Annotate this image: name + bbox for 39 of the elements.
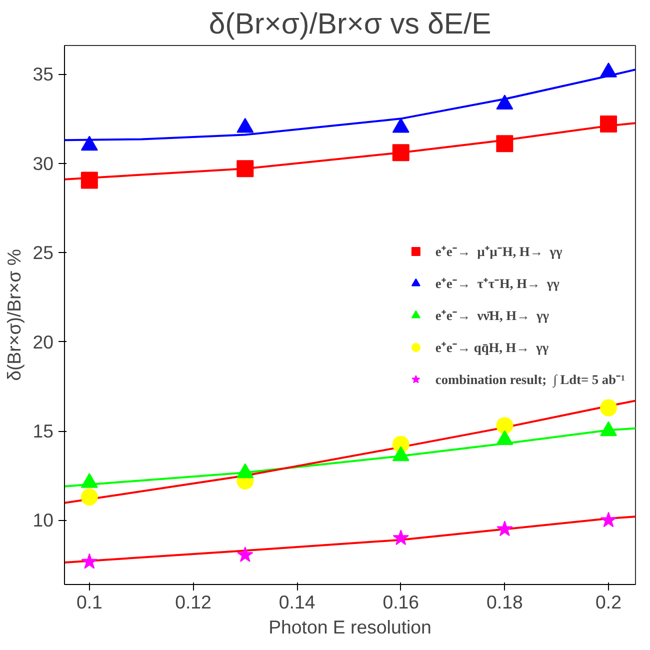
legend-label: e⁺e⁻→ νν̄H, H→ γγ: [435, 306, 550, 324]
point: [600, 62, 618, 78]
point: [392, 118, 410, 133]
point: [80, 488, 98, 506]
x-tick-label: 0.12: [175, 592, 212, 612]
point: [496, 94, 514, 110]
x-axis-title: Photon E resolution: [268, 616, 432, 638]
chart-title: δ(Br×σ)/Br×σ vs δE/E: [208, 8, 492, 40]
x-tick-label: 0.2: [596, 592, 622, 612]
y-tick-label: 20: [32, 331, 54, 352]
legend-label: combination result; ∫ Ldt= 5 ab⁻¹: [435, 370, 625, 388]
point: [236, 118, 254, 133]
point: [236, 463, 254, 478]
point: [600, 399, 618, 416]
point: [80, 136, 98, 151]
x-tick-label: 0.14: [278, 592, 316, 612]
y-axis-title: δ(Br×σ)/Br×σ %: [4, 249, 25, 381]
line-series: [64, 400, 636, 504]
x-tick-label: 0.18: [486, 592, 523, 612]
y-tick-label: 25: [32, 242, 54, 264]
y-tick-label: 35: [32, 64, 54, 85]
point: [392, 530, 409, 546]
point: [496, 520, 513, 536]
point: [81, 553, 98, 569]
point: [496, 417, 514, 434]
y-tick-label: 15: [32, 420, 54, 442]
point: [600, 421, 618, 436]
point: [80, 473, 98, 488]
legend-label: e⁺e⁻→ μ⁺μ⁻H, H→ γγ: [435, 242, 562, 260]
point: [392, 446, 410, 462]
legend-label: e⁺e⁻→ qq̄H, H→ γγ: [435, 338, 549, 356]
x-tick-label: 0.1: [76, 592, 102, 612]
y-tick-label: 10: [32, 510, 54, 531]
legend-label: e⁺e⁻→ τ⁺τ⁻H, H→ γγ: [435, 274, 560, 292]
x-tick-label: 0.16: [382, 592, 420, 612]
y-tick-label: 30: [32, 152, 54, 174]
point: [237, 546, 254, 562]
point: [496, 430, 514, 446]
point: [600, 512, 617, 528]
